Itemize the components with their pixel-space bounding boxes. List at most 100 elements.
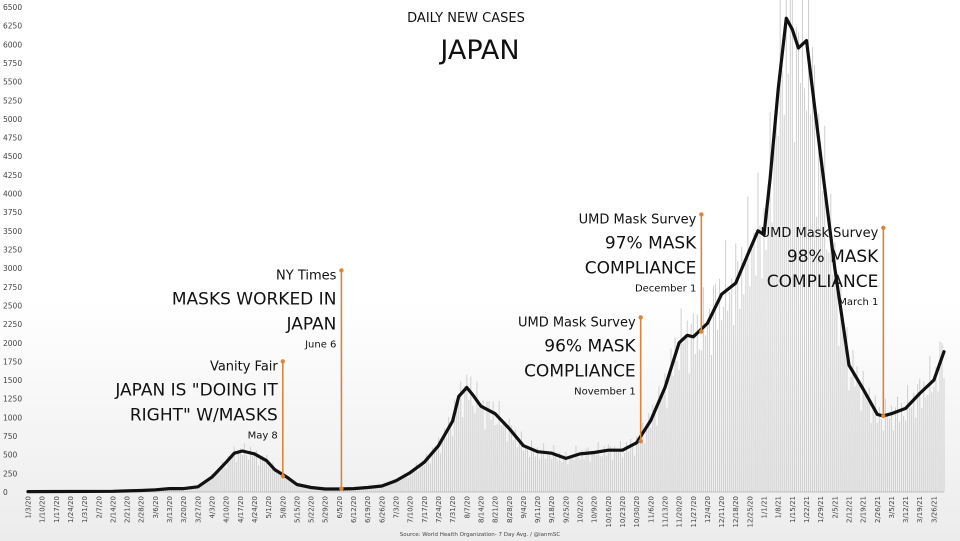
daily-bar — [440, 453, 442, 492]
daily-bar — [793, 142, 795, 493]
annotation-dot-bottom — [280, 474, 285, 479]
daily-bar — [251, 456, 253, 492]
daily-bar — [302, 487, 304, 492]
daily-bar — [411, 471, 413, 492]
x-tick-label: 1/17/20 — [53, 496, 61, 523]
daily-bar — [217, 469, 219, 492]
daily-bar — [401, 479, 403, 492]
daily-bar — [644, 443, 646, 492]
daily-bar — [565, 451, 567, 492]
daily-bar — [664, 373, 666, 492]
daily-bar — [407, 477, 409, 492]
daily-bar — [769, 112, 771, 492]
daily-bar — [700, 350, 702, 492]
annotation-dot-bottom — [881, 413, 886, 419]
daily-bar — [745, 261, 747, 492]
daily-bar — [814, 64, 816, 493]
daily-bar — [187, 488, 189, 492]
daily-bar — [472, 405, 474, 492]
daily-bar — [530, 440, 532, 492]
x-tick-label: 1/3/20 — [25, 496, 33, 519]
y-tick-label: 2500 — [3, 301, 22, 310]
daily-bar — [822, 190, 824, 492]
y-tick-label: 1750 — [3, 357, 22, 366]
daily-bar — [510, 425, 512, 492]
daily-bar — [727, 310, 729, 492]
daily-bar — [300, 485, 302, 492]
daily-bar — [864, 390, 866, 492]
daily-bar — [276, 469, 278, 492]
daily-bar — [539, 458, 541, 492]
annotation-headline: JAPAN — [286, 314, 337, 334]
y-tick-label: 500 — [3, 451, 18, 460]
x-tick-label: 9/11/20 — [534, 496, 542, 523]
daily-bar — [393, 478, 395, 492]
daily-bar — [355, 488, 357, 492]
daily-bar — [587, 447, 589, 492]
daily-bar — [595, 454, 597, 492]
x-tick-label: 1/1/21 — [761, 496, 769, 519]
daily-bar — [702, 287, 704, 492]
daily-bar — [415, 462, 417, 492]
daily-bar — [260, 455, 262, 492]
daily-bar — [431, 447, 433, 492]
daily-bar — [731, 278, 733, 492]
daily-bar — [615, 450, 617, 492]
daily-bar — [233, 446, 235, 492]
annotation-headline: 96% MASK — [544, 336, 636, 356]
daily-bar — [721, 320, 723, 492]
daily-bar — [470, 376, 472, 492]
annotation-headline: 97% MASK — [605, 233, 697, 253]
x-tick-label: 11/27/20 — [690, 496, 698, 527]
x-tick-label: 11/20/20 — [676, 496, 684, 527]
daily-bar — [850, 376, 852, 492]
daily-bar — [175, 489, 177, 492]
daily-bar — [712, 285, 714, 492]
daily-bar — [425, 453, 427, 492]
x-tick-label: 3/13/20 — [166, 496, 174, 523]
daily-bar — [563, 455, 565, 492]
y-tick-label: 250 — [3, 469, 18, 478]
daily-bar — [759, 225, 761, 492]
daily-bar — [872, 407, 874, 492]
x-tick-label: 10/9/20 — [591, 496, 599, 523]
annotation-umd-nov: UMD Mask Survey 96% MASK COMPLIANCE Novembe… — [518, 315, 643, 444]
daily-bar — [551, 459, 553, 492]
y-tick-label: 5000 — [3, 115, 22, 124]
daily-bar — [363, 488, 365, 492]
daily-bar — [785, 0, 787, 493]
x-tick-label: 5/15/20 — [293, 496, 301, 523]
daily-bar — [743, 294, 745, 492]
daily-bar — [787, 73, 789, 492]
daily-bar — [383, 484, 385, 492]
daily-bar — [747, 196, 749, 493]
y-tick-label: 2000 — [3, 339, 22, 348]
x-tick-label: 8/21/20 — [492, 496, 500, 523]
daily-bar — [779, 0, 781, 493]
daily-bar — [874, 395, 876, 492]
daily-bar — [927, 395, 929, 492]
annotation-dot-top — [699, 212, 704, 217]
daily-bars — [122, 0, 945, 493]
x-tick-label: 1/29/21 — [817, 496, 825, 523]
daily-bar — [708, 308, 710, 492]
daily-bar — [753, 232, 755, 492]
x-tick-label: 8/28/20 — [506, 496, 514, 523]
y-tick-label: 0 — [3, 488, 8, 497]
daily-bar — [842, 317, 844, 492]
annotation-date: December 1 — [635, 283, 696, 294]
daily-bar — [468, 399, 470, 492]
daily-bar — [193, 487, 195, 492]
y-tick-label: 1000 — [3, 413, 22, 422]
daily-bar — [799, 82, 801, 493]
daily-bar — [672, 375, 674, 492]
y-tick-label: 2250 — [3, 320, 22, 329]
daily-bar — [824, 125, 826, 492]
daily-bar — [666, 407, 668, 492]
x-tick-label: 1/15/21 — [789, 496, 797, 523]
daily-bar — [286, 478, 288, 492]
daily-bar — [652, 404, 654, 492]
daily-bar — [729, 291, 731, 492]
x-tick-label: 3/26/21 — [930, 496, 938, 523]
daily-bar — [636, 436, 638, 492]
